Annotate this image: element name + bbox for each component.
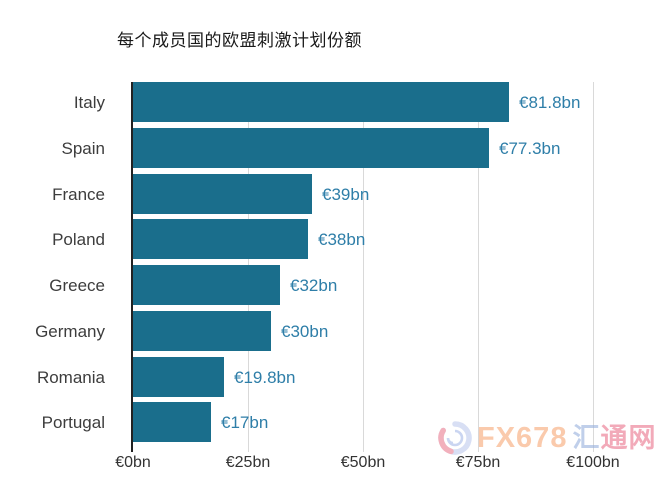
- watermark: FX678 汇通网: [438, 421, 656, 455]
- x-tick-label: €25bn: [225, 454, 271, 471]
- category-label: France: [52, 185, 105, 204]
- bar: [133, 128, 489, 168]
- watermark-brand-text: FX678: [477, 421, 568, 454]
- x-tick-label: €75bn: [455, 454, 501, 471]
- bar: [133, 265, 280, 305]
- watermark-cn-first: 汇: [572, 422, 601, 453]
- chart-title: 每个成员国的欧盟刺激计划份额: [117, 31, 362, 50]
- y-axis-line: [131, 82, 133, 452]
- category-label: Italy: [73, 93, 105, 112]
- watermark-brand-cn: 汇通网: [572, 422, 657, 453]
- gridline: [477, 82, 479, 452]
- bar-value-label: €39bn: [322, 185, 370, 204]
- gridline: [592, 82, 594, 452]
- x-tick-label: €100bn: [566, 454, 620, 471]
- bar-value-label: €81.8bn: [519, 93, 581, 112]
- category-label: Poland: [52, 230, 105, 249]
- x-tick-label: €50bn: [340, 454, 386, 471]
- bar-value-label: €38bn: [318, 230, 366, 249]
- gridline: [362, 82, 364, 452]
- bar: [133, 357, 224, 397]
- bar-value-label: €17bn: [221, 413, 269, 432]
- bar-value-label: €19.8bn: [234, 368, 296, 387]
- x-tick-label: €0bn: [115, 454, 151, 471]
- category-label: Spain: [61, 139, 105, 158]
- category-label: Germany: [35, 322, 105, 341]
- category-label: Greece: [49, 276, 105, 295]
- bar-value-label: €32bn: [290, 276, 338, 295]
- bar: [133, 82, 509, 122]
- watermark-cn-rest: 通网: [600, 422, 657, 453]
- bar: [133, 311, 271, 351]
- bar-value-label: €77.3bn: [499, 139, 561, 158]
- fx678-logo-icon: [438, 421, 472, 455]
- bar: [133, 402, 211, 442]
- bar: [133, 174, 312, 214]
- category-label: Romania: [36, 368, 105, 387]
- bar: [133, 219, 308, 259]
- category-label: Portugal: [41, 413, 105, 432]
- bar-value-label: €30bn: [281, 322, 329, 341]
